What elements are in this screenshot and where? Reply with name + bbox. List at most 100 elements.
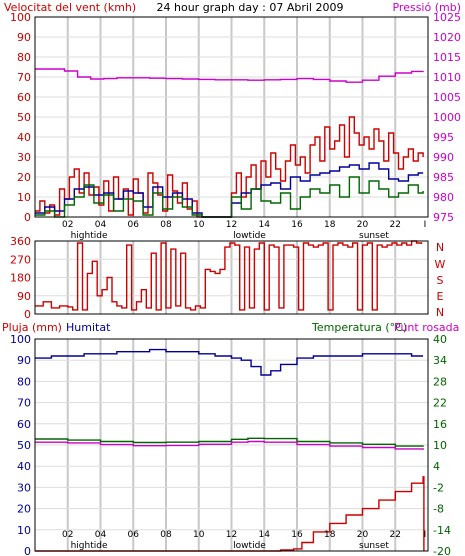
right-tick-label: 1010 bbox=[433, 71, 461, 84]
hour-label: 10 bbox=[193, 220, 205, 230]
panel-bottom-frame bbox=[34, 338, 429, 552]
right-tick-label: 34 bbox=[433, 354, 447, 367]
panel-top-frame bbox=[34, 16, 429, 218]
left-tick-label: 90 bbox=[17, 354, 31, 367]
hour-label: 20 bbox=[357, 220, 369, 230]
graph-title: 24 hour graph day : 07 Abril 2009 bbox=[157, 1, 344, 14]
hour-label: 06 bbox=[128, 530, 140, 540]
hour-label: 08 bbox=[160, 220, 172, 230]
right-tick-label: 995 bbox=[433, 131, 454, 144]
right-tick-label: 4 bbox=[433, 460, 440, 473]
left-tick-label: 40 bbox=[17, 460, 31, 473]
left-tick-label: 20 bbox=[17, 171, 31, 184]
end-tick-label: I bbox=[424, 530, 427, 540]
series-temperatura-c bbox=[35, 437, 424, 447]
series-direcci-del-vent bbox=[35, 240, 423, 311]
event-label: sunset bbox=[359, 541, 389, 551]
left-tick-label: 90 bbox=[17, 31, 31, 44]
hour-label: 18 bbox=[324, 220, 336, 230]
right-tick-label: 1025 bbox=[433, 11, 461, 24]
right-tick-label: 1015 bbox=[433, 51, 461, 64]
hour-label: 16 bbox=[291, 220, 303, 230]
hour-label: 06 bbox=[128, 220, 140, 230]
series-humitat bbox=[35, 348, 424, 376]
event-label: lowtide bbox=[233, 541, 266, 551]
hour-label: 18 bbox=[324, 530, 336, 540]
temperature-title: Temperatura (°C) bbox=[311, 321, 407, 334]
left-tick-label: 90 bbox=[17, 290, 31, 303]
hour-label: 22 bbox=[390, 530, 401, 540]
hour-label: 22 bbox=[390, 220, 401, 230]
panel-middle-frame bbox=[34, 240, 429, 315]
right-tick-label: 16 bbox=[433, 418, 447, 431]
left-tick-label: 60 bbox=[17, 91, 31, 104]
series-ratxa-mitjana bbox=[35, 162, 424, 218]
right-tick-label: 980 bbox=[433, 191, 454, 204]
left-tick-label: 100 bbox=[10, 333, 31, 346]
left-tick-label: 70 bbox=[17, 71, 31, 84]
hour-label: 12 bbox=[226, 220, 237, 230]
left-tick-label: 20 bbox=[17, 503, 31, 516]
hour-label: 10 bbox=[193, 530, 205, 540]
right-tick-label: 985 bbox=[433, 171, 454, 184]
left-tick-label: 80 bbox=[17, 375, 31, 388]
left-tick-label: 50 bbox=[17, 111, 31, 124]
left-tick-label: 0 bbox=[24, 211, 31, 224]
hour-label: 02 bbox=[62, 220, 73, 230]
hour-label: 14 bbox=[259, 220, 271, 230]
left-tick-label: 50 bbox=[17, 439, 31, 452]
left-tick-label: 30 bbox=[17, 481, 31, 494]
right-tick-label: -14 bbox=[433, 524, 451, 537]
right-tick-label: 40 bbox=[433, 333, 447, 346]
hour-label: 12 bbox=[226, 530, 237, 540]
left-tick-label: 270 bbox=[10, 253, 31, 266]
series-pressi-mb bbox=[35, 68, 424, 83]
dewpoint-title: Punt rosada bbox=[394, 321, 459, 334]
right-tick-label: 22 bbox=[433, 397, 447, 410]
hour-label: 04 bbox=[95, 530, 107, 540]
hour-label: 04 bbox=[95, 220, 107, 230]
direction-label-n-bottom: N bbox=[436, 306, 444, 319]
left-tick-label: 360 bbox=[10, 235, 31, 248]
event-label: lowtide bbox=[233, 231, 266, 241]
right-tick-label: 1000 bbox=[433, 111, 461, 124]
left-tick-label: 40 bbox=[17, 131, 31, 144]
hour-label: 20 bbox=[357, 530, 369, 540]
event-label: hightide bbox=[71, 541, 108, 551]
left-tick-label: 60 bbox=[17, 418, 31, 431]
direction-label-w: W bbox=[435, 258, 446, 271]
left-tick-label: 70 bbox=[17, 397, 31, 410]
hour-label: 14 bbox=[259, 530, 271, 540]
right-tick-label: 1005 bbox=[433, 91, 461, 104]
series-punt-rosada bbox=[35, 440, 424, 450]
left-tick-label: 80 bbox=[17, 51, 31, 64]
left-tick-label: 30 bbox=[17, 151, 31, 164]
right-tick-label: -20 bbox=[433, 545, 451, 556]
wind-speed-title: Velocitat del vent (kmh) bbox=[4, 1, 136, 14]
left-tick-label: 0 bbox=[24, 308, 31, 321]
series-velocitat-del-vent-kmh bbox=[35, 116, 424, 218]
right-tick-label: 28 bbox=[433, 375, 447, 388]
hour-label: 02 bbox=[62, 530, 73, 540]
left-tick-label: 180 bbox=[10, 272, 31, 285]
right-tick-label: 10 bbox=[433, 439, 447, 452]
left-tick-label: 10 bbox=[17, 191, 31, 204]
right-tick-label: -8 bbox=[433, 503, 444, 516]
event-label: sunset bbox=[359, 231, 389, 241]
direction-label-e: E bbox=[437, 290, 444, 303]
left-tick-label: 0 bbox=[24, 545, 31, 556]
right-tick-label: 975 bbox=[433, 211, 454, 224]
direction-label-s: S bbox=[437, 274, 444, 287]
left-tick-label: 100 bbox=[10, 11, 31, 24]
right-tick-label: 990 bbox=[433, 151, 454, 164]
end-tick-label: I bbox=[424, 220, 427, 230]
pressure-title: Pressió (mb) bbox=[392, 1, 461, 14]
hour-label: 16 bbox=[291, 530, 303, 540]
rain-title: Pluja (mm) bbox=[2, 321, 62, 334]
direction-label-n-top: N bbox=[436, 241, 444, 254]
left-tick-label: 10 bbox=[17, 524, 31, 537]
hour-label: 08 bbox=[160, 530, 172, 540]
right-tick-label: 1020 bbox=[433, 31, 461, 44]
right-tick-label: -2 bbox=[433, 481, 444, 494]
